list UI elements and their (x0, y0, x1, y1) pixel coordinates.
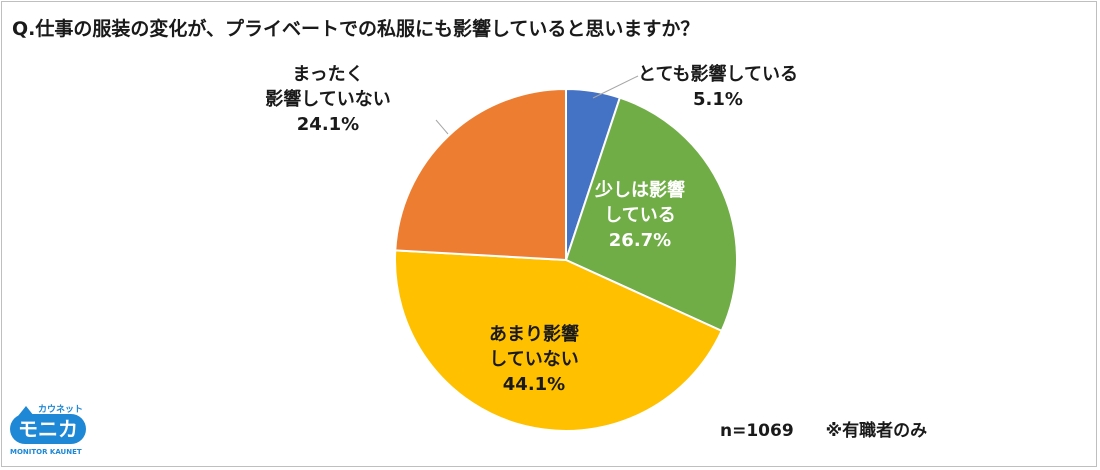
data-label-value-1: 26.7% (609, 230, 671, 251)
logo-top-text: カウネット (38, 405, 84, 415)
logo-main-text: モニカ (10, 406, 86, 444)
data-label-value-0: 5.1% (693, 89, 743, 110)
sample-size: n=1069 (720, 421, 794, 441)
data-label-2: していない (489, 349, 578, 370)
data-label-3: 影響していない (265, 88, 390, 110)
data-label-3: まったく (292, 64, 363, 85)
leader-line-0 (592, 75, 639, 99)
leader-line-1 (435, 119, 449, 135)
pie-slice-2 (394, 249, 723, 432)
data-label-2: あまり影響 (489, 323, 579, 345)
logo-sub-text: MONITOR KAUNET (10, 448, 82, 456)
chart-title: Q.仕事の服装の変化が、プライベートでの私服にも影響していると思いますか？ (12, 18, 700, 40)
data-label-value-2: 44.1% (503, 374, 565, 395)
data-label-1: している (604, 205, 675, 226)
data-label-0: とても影響している (638, 63, 798, 85)
sample-note: n=1069 ※有職者のみ (720, 416, 927, 441)
pie-slice-3 (394, 87, 567, 262)
data-label-1: 少しは影響 (594, 179, 685, 201)
pie-slice-1 (564, 96, 738, 333)
sample-scope: ※有職者のみ (825, 421, 928, 441)
monica-logo: カウネット モニカ MONITOR KAUNET (10, 402, 92, 464)
data-label-value-3: 24.1% (297, 114, 359, 135)
